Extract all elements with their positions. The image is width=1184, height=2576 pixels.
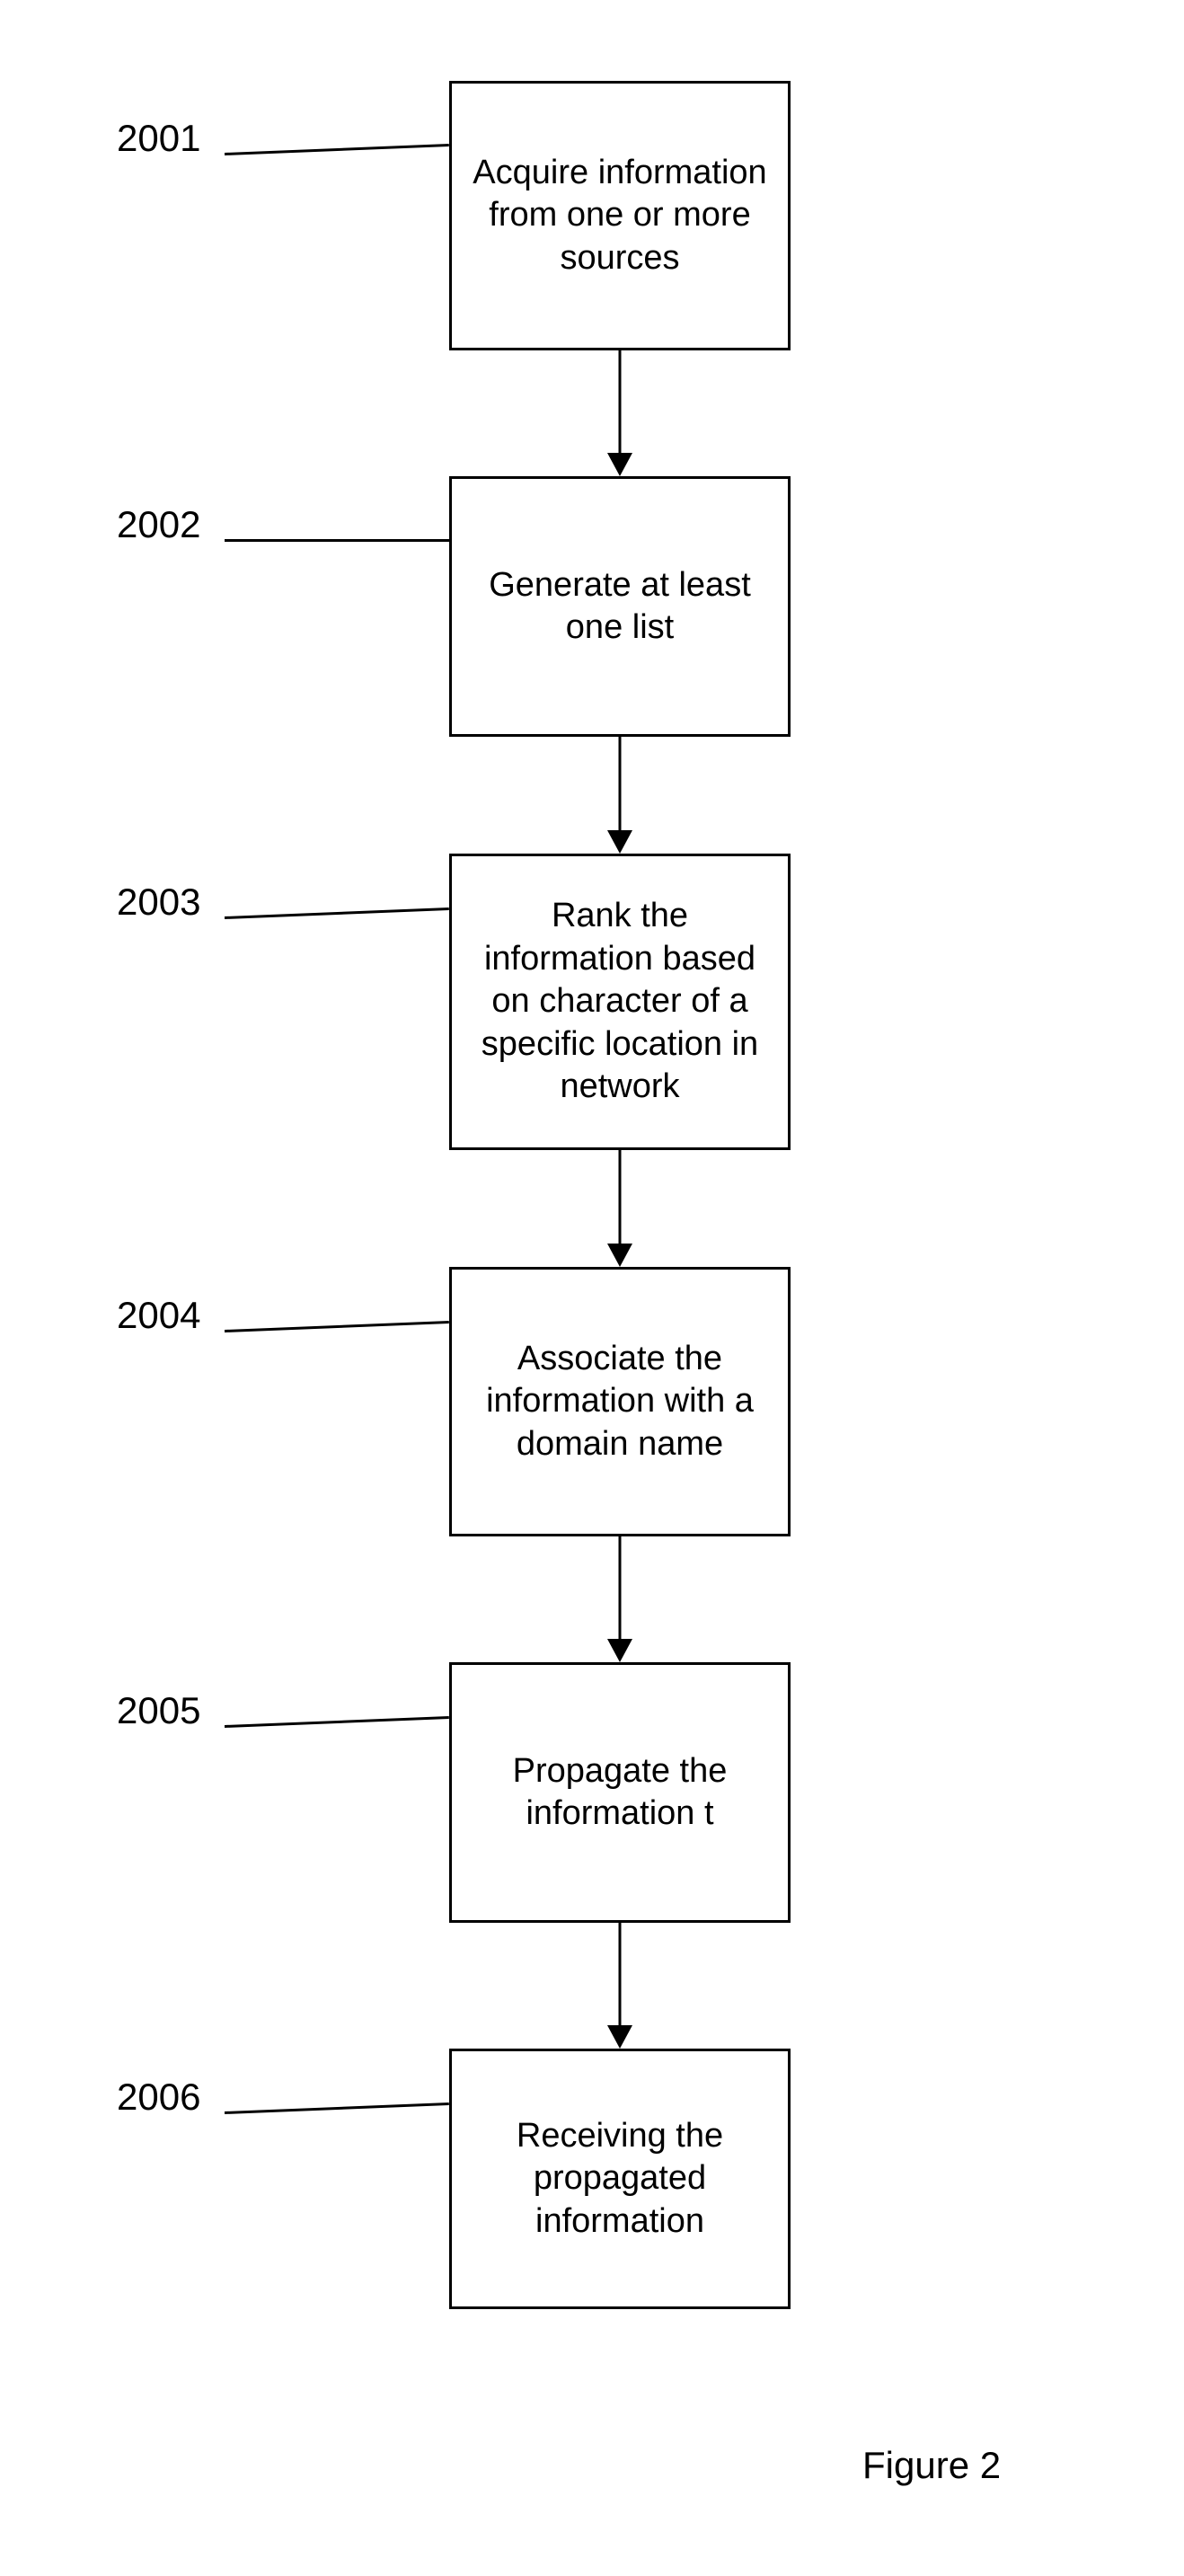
flow-node-text: Associate the information with a domain … (466, 1338, 773, 1466)
leader-line (225, 1716, 449, 1728)
flow-node-text: Propagate the information t (466, 1750, 773, 1836)
flow-step-label: 2001 (117, 117, 200, 160)
flow-node-6: Receiving the propagated information (449, 2049, 791, 2309)
flow-arrow-head-icon (607, 1639, 632, 1662)
flow-arrow-head-icon (607, 453, 632, 476)
figure-caption: Figure 2 (862, 2444, 1001, 2487)
flow-step-label: 2005 (117, 1689, 200, 1732)
flow-node-text: Generate at least one list (466, 564, 773, 650)
leader-line (225, 1321, 449, 1332)
flowchart-canvas: Acquire information from one or more sou… (0, 0, 1184, 2576)
flow-node-5: Propagate the information t (449, 1662, 791, 1923)
leader-line (225, 144, 449, 155)
flow-step-label: 2006 (117, 2076, 200, 2119)
flow-step-label: 2004 (117, 1294, 200, 1337)
leader-line (225, 539, 449, 542)
flow-arrow-head-icon (607, 1244, 632, 1267)
flow-node-text: Rank the information based on character … (466, 895, 773, 1109)
flow-arrow-line (619, 737, 622, 830)
flow-arrow-head-icon (607, 830, 632, 854)
flow-arrow-line (619, 1923, 622, 2025)
flow-step-label: 2002 (117, 503, 200, 546)
flow-node-4: Associate the information with a domain … (449, 1267, 791, 1536)
flow-node-2: Generate at least one list (449, 476, 791, 737)
flow-step-label: 2003 (117, 881, 200, 924)
flow-node-3: Rank the information based on character … (449, 854, 791, 1150)
flow-node-1: Acquire information from one or more sou… (449, 81, 791, 350)
flow-node-text: Acquire information from one or more sou… (466, 152, 773, 280)
leader-line (225, 907, 449, 919)
flow-arrow-line (619, 350, 622, 453)
leader-line (225, 2102, 449, 2114)
flow-arrow-line (619, 1150, 622, 1244)
flow-node-text: Receiving the propagated information (466, 2115, 773, 2244)
flow-arrow-head-icon (607, 2025, 632, 2049)
flow-arrow-line (619, 1536, 622, 1639)
